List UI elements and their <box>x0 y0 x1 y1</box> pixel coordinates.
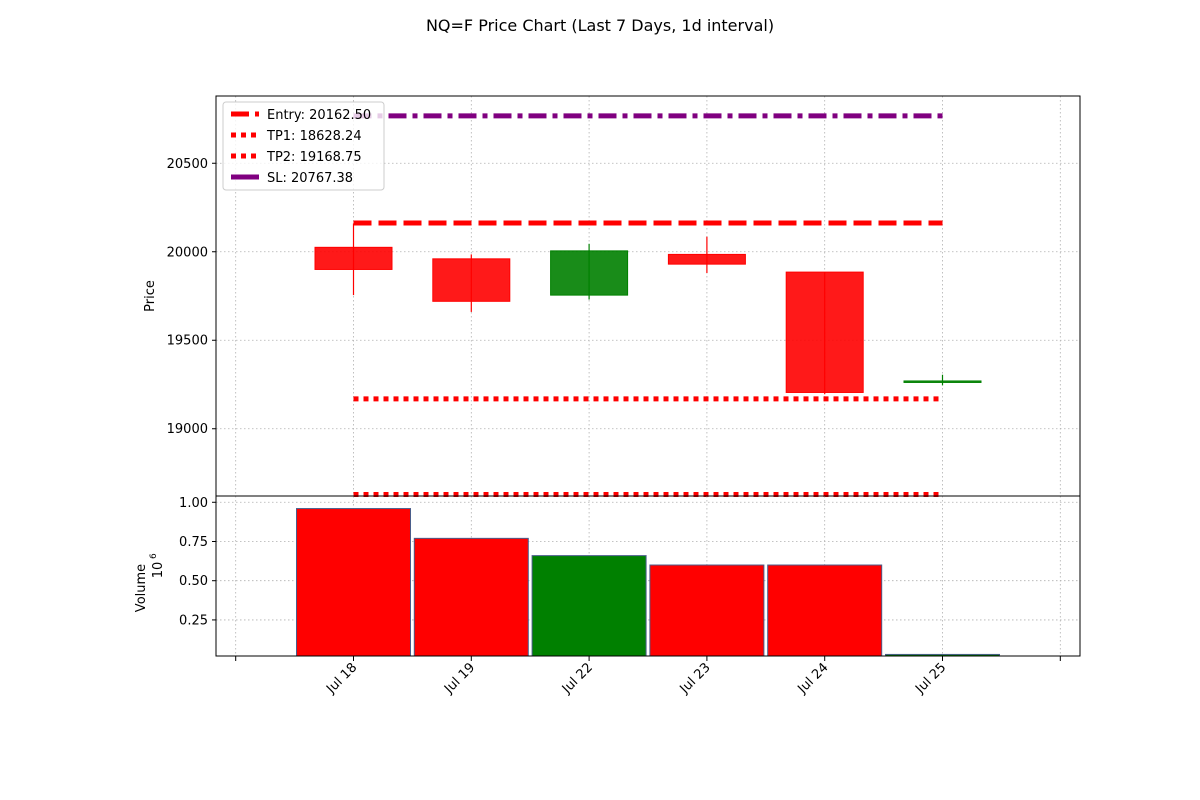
volume-y-tick-label: 0.50 <box>179 574 208 589</box>
volume-y-tick-label: 0.25 <box>179 613 208 628</box>
legend-box <box>222 101 385 191</box>
price-y-tick-label: 19500 <box>167 334 208 349</box>
volume-bar-jul-24 <box>767 564 883 657</box>
price-y-tick-label: 20500 <box>167 157 208 172</box>
legend-label: TP1: 18628.24 <box>266 129 362 144</box>
x-tick-label: Jul 22 <box>559 660 596 697</box>
candle-body <box>550 250 629 296</box>
x-tick-label: Jul 25 <box>912 660 949 697</box>
price-y-tick-label: 19000 <box>167 422 208 437</box>
price-panel: 19000 19500 20000 20500 Price <box>143 95 1081 498</box>
candle-body <box>667 253 746 265</box>
candle-body <box>903 380 982 383</box>
candle-body <box>314 246 393 270</box>
volume-y-tick-label: 1.00 <box>179 496 208 511</box>
price-y-axis-label: Price <box>143 280 158 312</box>
x-tick-label: Jul 18 <box>323 660 360 697</box>
volume-scale-base: 10 <box>151 562 166 579</box>
volume-scale-exponent: 6 <box>149 553 159 559</box>
candle-jul-18 <box>314 223 393 296</box>
volume-bar-jul-22 <box>531 555 647 657</box>
price-y-tick-label: 20000 <box>167 245 208 260</box>
candle-jul-24 <box>785 271 864 395</box>
candle-jul-25 <box>903 374 982 386</box>
x-tick-label: Jul 24 <box>795 660 832 697</box>
candle-body <box>785 271 864 393</box>
candle-body <box>432 258 511 302</box>
candle-jul-23 <box>667 236 746 273</box>
volume-bar-jul-18 <box>296 508 411 657</box>
chart-title: NQ=F Price Chart (Last 7 Days, 1d interv… <box>426 16 774 35</box>
volume-panel: 0.25 0.50 0.75 1.00 Volume 10 6 <box>134 495 1081 657</box>
legend-label: Entry: 20162.50 <box>267 108 371 123</box>
x-tick-label: Jul 23 <box>677 660 714 697</box>
x-axis: Jul 18 Jul 19 Jul 22 Jul 23 Jul 24 Jul 25 <box>235 656 1061 697</box>
candle-jul-22 <box>550 243 629 300</box>
volume-frame <box>215 495 1081 657</box>
candle-jul-19 <box>432 254 511 312</box>
volume-bar-jul-23 <box>649 564 765 657</box>
volume-bar-jul-19 <box>413 537 529 657</box>
legend: Entry: 20162.50 TP1: 18628.24 TP2: 19168.7… <box>222 101 385 191</box>
legend-label: SL: 20767.38 <box>267 171 353 186</box>
volume-y-tick-label: 0.75 <box>179 535 208 550</box>
volume-scale-label: 10 6 <box>149 553 166 578</box>
x-tick-label: Jul 19 <box>441 660 478 697</box>
legend-label: TP2: 19168.75 <box>266 150 362 165</box>
volume-y-axis-label: Volume <box>134 564 149 612</box>
